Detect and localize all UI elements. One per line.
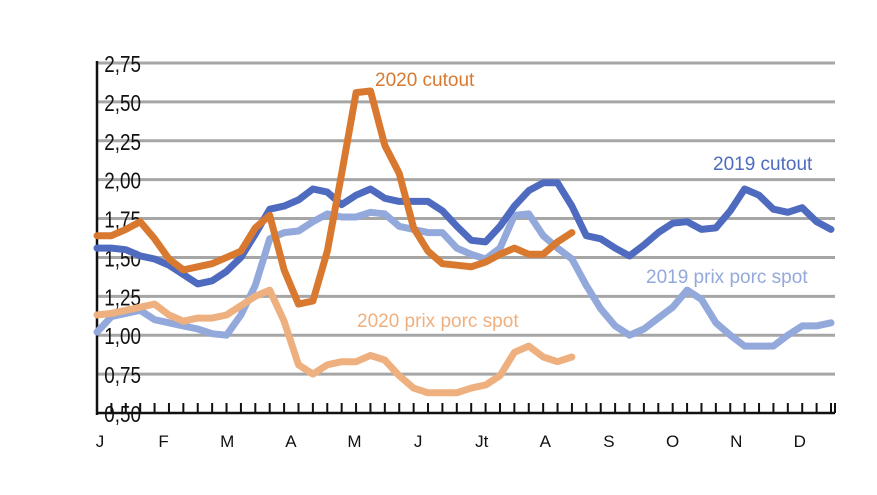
y-tick-label: 0,50 (104, 402, 141, 427)
x-tick-label: S (603, 432, 614, 451)
series-label-2019-prix-porc-spot: 2019 prix porc spot (646, 267, 808, 288)
y-tick-label: 2,75 (104, 52, 141, 77)
y-tick-label: 2,25 (104, 130, 141, 155)
y-tick-label: 2,00 (104, 169, 141, 194)
series-line-2019-cutout (93, 179, 835, 288)
x-tick-label: M (220, 432, 234, 451)
x-tick-label: A (285, 432, 297, 451)
series-label-2020-prix-porc-spot: 2020 prix porc spot (357, 311, 519, 332)
series-lines (93, 87, 835, 397)
x-tick-label: D (794, 432, 806, 451)
y-axis-ticks: 0,500,751,001,251,501,752,002,252,502,75 (104, 52, 141, 427)
x-tick-label: N (730, 432, 742, 451)
x-tick-label: M (347, 432, 361, 451)
series-label-2020-cutout: 2020 cutout (375, 70, 475, 91)
y-tick-label: 2,50 (104, 91, 141, 116)
x-tick-label: Jt (475, 432, 489, 451)
series-label-2019-cutout: 2019 cutout (713, 154, 813, 175)
x-tick-label: F (158, 432, 168, 451)
y-tick-label: 1,00 (104, 325, 141, 350)
x-tick-label: O (666, 432, 679, 451)
x-tick-label: A (540, 432, 552, 451)
x-tick-label: J (414, 432, 423, 451)
y-tick-label: 0,75 (104, 363, 141, 388)
series-line-2019-prix-porc-spot (93, 208, 835, 350)
x-axis: J F M A M J Jt A S O N D (95, 61, 836, 451)
series-line-2020-cutout (93, 87, 576, 308)
x-tick-label: J (96, 432, 105, 451)
series-line-2020-prix-porc-spot (93, 286, 576, 397)
